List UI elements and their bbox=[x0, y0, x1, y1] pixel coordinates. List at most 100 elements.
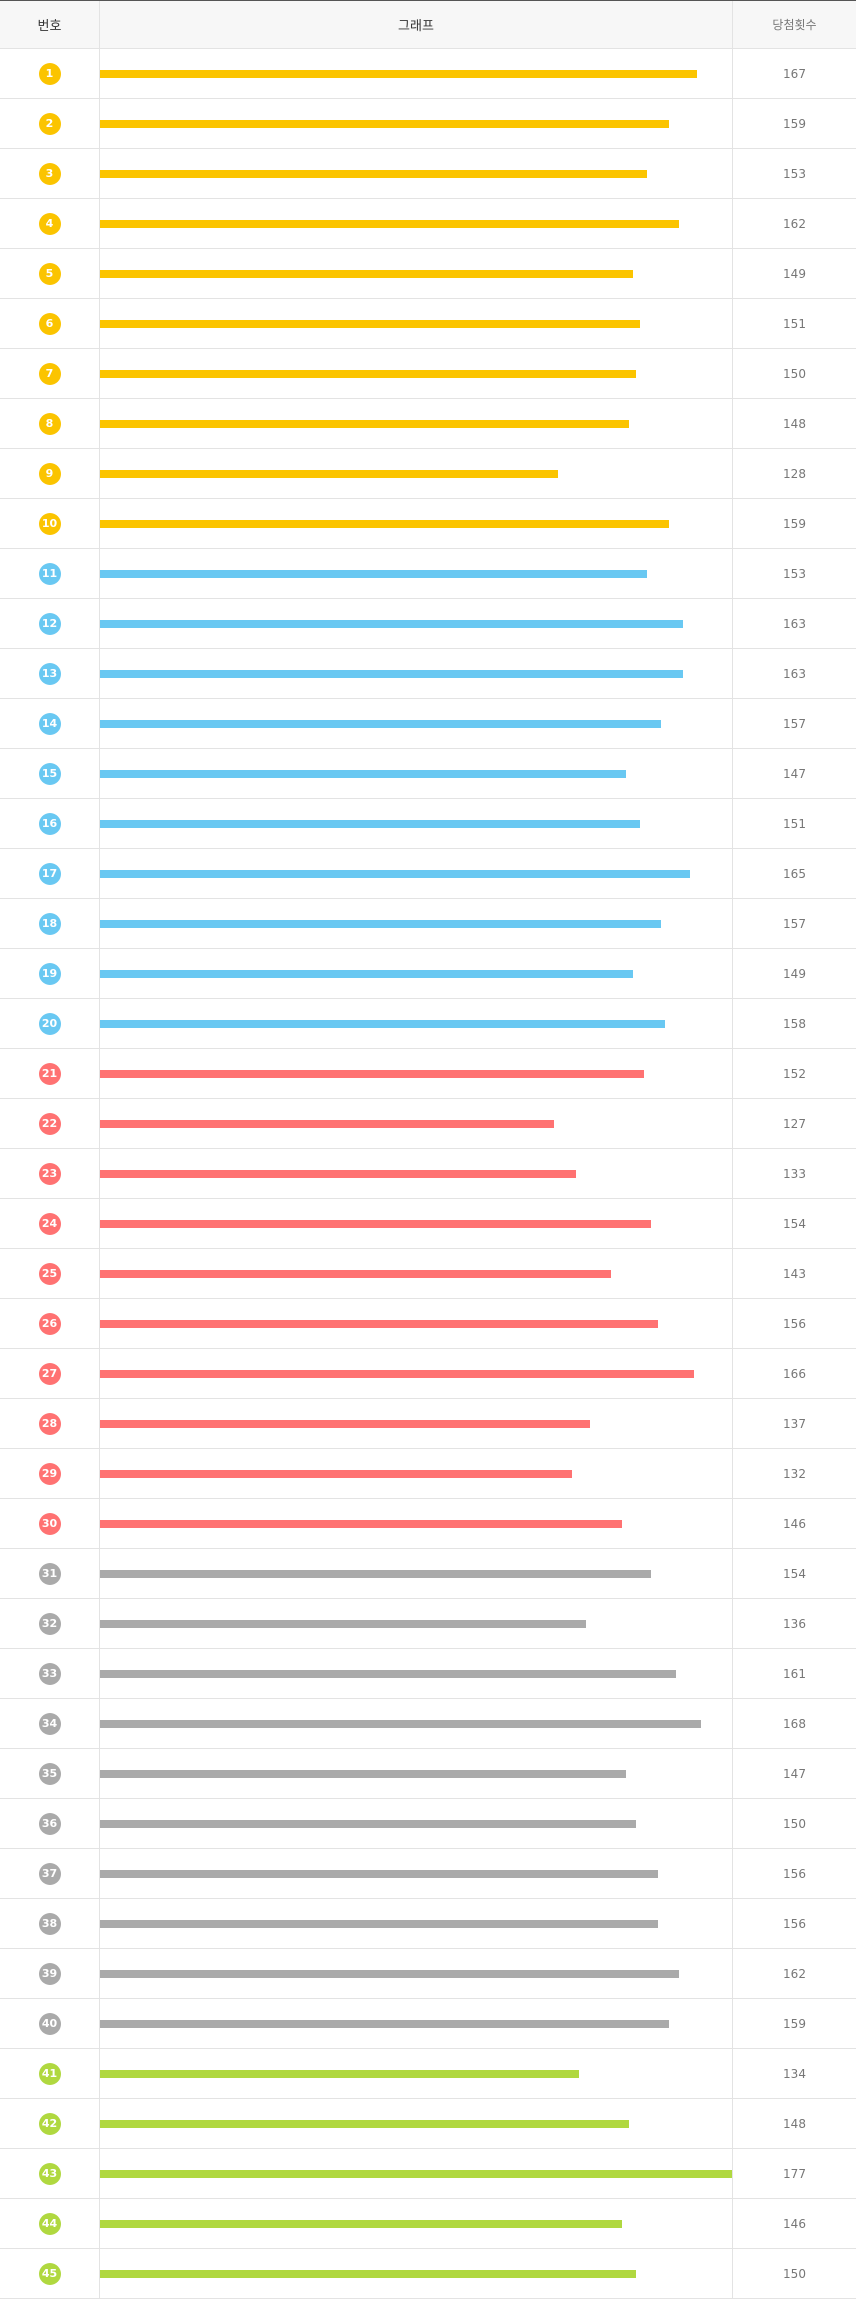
graph-cell bbox=[100, 49, 733, 98]
table-row: 27 166 bbox=[0, 1349, 856, 1399]
number-cell: 1 bbox=[0, 49, 100, 98]
number-cell: 44 bbox=[0, 2199, 100, 2248]
bar bbox=[100, 1369, 694, 1378]
count-cell: 168 bbox=[783, 1716, 806, 1731]
header-cell: 그래프 bbox=[100, 1, 733, 48]
number-ball: 15 bbox=[38, 762, 61, 785]
number-cell: 45 bbox=[0, 2249, 100, 2298]
number-ball: 13 bbox=[38, 662, 61, 685]
table-row: 40 159 bbox=[0, 1999, 856, 2049]
count-cell: 153 bbox=[783, 166, 806, 181]
number-cell: 29 bbox=[0, 1449, 100, 1498]
count-cell: 149 bbox=[783, 966, 806, 981]
number-ball: 26 bbox=[38, 1312, 61, 1335]
number-cell: 40 bbox=[0, 1999, 100, 2048]
table-row: 10 159 bbox=[0, 499, 856, 549]
count-cell: 163 bbox=[783, 666, 806, 681]
number-ball: 40 bbox=[38, 2012, 61, 2035]
bar bbox=[100, 2069, 580, 2078]
bar bbox=[100, 369, 637, 378]
number-cell: 11 bbox=[0, 549, 100, 598]
table-row: 9 128 bbox=[0, 449, 856, 499]
table-row: 25 143 bbox=[0, 1249, 856, 1299]
bar bbox=[100, 669, 683, 678]
count-cell: 154 bbox=[783, 1216, 806, 1231]
graph-cell bbox=[100, 449, 733, 498]
graph-cell bbox=[100, 699, 733, 748]
bar bbox=[100, 1119, 555, 1128]
number-cell: 2 bbox=[0, 99, 100, 148]
graph-cell bbox=[100, 1349, 733, 1398]
number-ball: 6 bbox=[38, 312, 61, 335]
table-row: 24 154 bbox=[0, 1199, 856, 1249]
number-cell: 21 bbox=[0, 1049, 100, 1098]
count-cell: 162 bbox=[783, 216, 806, 231]
table-row: 30 146 bbox=[0, 1499, 856, 1549]
number-ball: 25 bbox=[38, 1262, 61, 1285]
graph-cell bbox=[100, 149, 733, 198]
header-cell: 번호 bbox=[0, 1, 100, 48]
table-row: 6 151 bbox=[0, 299, 856, 349]
table-row: 20 158 bbox=[0, 999, 856, 1049]
bar bbox=[100, 1619, 587, 1628]
graph-cell bbox=[100, 499, 733, 548]
number-cell: 19 bbox=[0, 949, 100, 998]
number-ball: 36 bbox=[38, 1812, 61, 1835]
table-row: 15 147 bbox=[0, 749, 856, 799]
bar bbox=[100, 2269, 637, 2278]
bar bbox=[100, 719, 662, 728]
graph-cell bbox=[100, 1949, 733, 1998]
number-cell: 9 bbox=[0, 449, 100, 498]
count-cell: 153 bbox=[783, 566, 806, 581]
graph-cell bbox=[100, 1899, 733, 1948]
number-cell: 31 bbox=[0, 1549, 100, 1598]
table-row: 45 150 bbox=[0, 2249, 856, 2299]
number-cell: 27 bbox=[0, 1349, 100, 1398]
number-ball: 41 bbox=[38, 2062, 61, 2085]
graph-cell bbox=[100, 299, 733, 348]
bar bbox=[100, 819, 641, 828]
count-cell: 151 bbox=[783, 316, 806, 331]
number-cell: 14 bbox=[0, 699, 100, 748]
number-ball: 11 bbox=[38, 562, 61, 585]
bar bbox=[100, 1169, 576, 1178]
bar bbox=[100, 869, 691, 878]
count-cell: 136 bbox=[783, 1616, 806, 1631]
bar bbox=[100, 1569, 651, 1578]
number-cell: 18 bbox=[0, 899, 100, 948]
bar bbox=[100, 969, 633, 978]
table-row: 3 153 bbox=[0, 149, 856, 199]
number-ball: 34 bbox=[38, 1712, 61, 1735]
number-cell: 15 bbox=[0, 749, 100, 798]
bar bbox=[100, 1419, 590, 1428]
graph-cell bbox=[100, 1999, 733, 2048]
bar bbox=[100, 1069, 644, 1078]
count-cell: 150 bbox=[783, 1816, 806, 1831]
table-row: 44 146 bbox=[0, 2199, 856, 2249]
count-cell: 177 bbox=[783, 2166, 806, 2181]
number-ball: 33 bbox=[38, 1662, 61, 1685]
table-row: 17 165 bbox=[0, 849, 856, 899]
bar bbox=[100, 569, 648, 578]
bar bbox=[100, 1519, 623, 1528]
number-ball: 18 bbox=[38, 912, 61, 935]
table-row: 29 132 bbox=[0, 1449, 856, 1499]
number-cell: 41 bbox=[0, 2049, 100, 2098]
number-ball: 19 bbox=[38, 962, 61, 985]
count-cell: 146 bbox=[783, 2216, 806, 2231]
graph-cell bbox=[100, 1249, 733, 1298]
graph-cell bbox=[100, 599, 733, 648]
table-row: 13 163 bbox=[0, 649, 856, 699]
table-row: 32 136 bbox=[0, 1599, 856, 1649]
graph-cell bbox=[100, 1749, 733, 1798]
number-cell: 36 bbox=[0, 1799, 100, 1848]
number-ball: 28 bbox=[38, 1412, 61, 1435]
number-ball: 22 bbox=[38, 1112, 61, 1135]
number-cell: 10 bbox=[0, 499, 100, 548]
graph-cell bbox=[100, 1149, 733, 1198]
number-cell: 12 bbox=[0, 599, 100, 648]
count-cell: 167 bbox=[783, 66, 806, 81]
graph-cell bbox=[100, 949, 733, 998]
